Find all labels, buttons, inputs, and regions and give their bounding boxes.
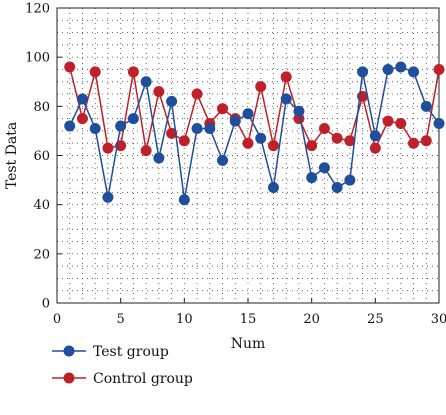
data-point-control-group xyxy=(267,140,279,152)
data-point-control-group xyxy=(76,113,88,125)
y-tick-label: 120 xyxy=(25,2,50,17)
data-point-control-group xyxy=(382,115,394,127)
y-tick-label: 100 xyxy=(25,51,50,66)
data-point-control-group xyxy=(166,127,178,139)
data-point-control-group xyxy=(191,88,203,100)
series-line-test-group xyxy=(69,66,440,200)
data-point-test-group xyxy=(64,120,76,132)
y-axis-label: Test Data xyxy=(4,122,20,189)
data-point-control-group xyxy=(420,135,432,147)
legend-label-test-group: Test group xyxy=(93,344,169,360)
data-point-test-group xyxy=(344,174,356,186)
data-point-test-group xyxy=(127,113,139,125)
data-point-control-group xyxy=(280,71,292,83)
y-tick-label: 80 xyxy=(33,100,50,115)
data-point-test-group xyxy=(166,95,178,107)
data-point-control-group xyxy=(242,137,254,149)
data-point-test-group xyxy=(433,118,445,130)
x-tick-label: 30 xyxy=(431,312,446,327)
data-point-test-group xyxy=(76,93,88,105)
data-point-control-group xyxy=(140,145,152,157)
x-axis-label: Num xyxy=(231,336,266,352)
data-point-test-group xyxy=(204,122,216,134)
data-point-control-group xyxy=(369,142,381,154)
legend-item-test-group: Test group xyxy=(52,344,169,360)
data-point-test-group xyxy=(178,194,190,206)
data-point-control-group xyxy=(153,86,165,98)
data-point-control-group xyxy=(102,142,114,154)
data-point-test-group xyxy=(191,122,203,134)
legend-swatch-marker xyxy=(63,345,75,357)
series-layer xyxy=(64,61,445,206)
legend: Test group Control group xyxy=(52,344,193,387)
x-tick-label: 15 xyxy=(240,312,257,327)
data-point-test-group xyxy=(293,105,305,117)
data-point-control-group xyxy=(89,66,101,78)
legend-swatch-marker xyxy=(63,372,75,384)
data-point-test-group xyxy=(102,191,114,203)
legend-label-control-group: Control group xyxy=(93,371,193,387)
legend-item-control-group: Control group xyxy=(52,371,193,387)
data-point-test-group xyxy=(306,172,318,184)
data-point-test-group xyxy=(115,120,127,132)
y-tick-label: 20 xyxy=(33,247,50,262)
series-control-group xyxy=(64,61,445,157)
data-point-test-group xyxy=(217,154,229,166)
data-point-control-group xyxy=(306,140,318,152)
data-point-control-group xyxy=(64,61,76,73)
data-point-test-group xyxy=(369,130,381,142)
x-tick-label: 20 xyxy=(303,312,320,327)
data-point-test-group xyxy=(267,181,279,193)
data-point-control-group xyxy=(255,81,267,93)
series-line-control-group xyxy=(69,66,440,151)
x-axis-ticks: 0 5 10 15 20 25 30 xyxy=(53,298,446,327)
data-point-control-group xyxy=(408,137,420,149)
y-tick-label: 60 xyxy=(33,149,50,164)
x-tick-label: 0 xyxy=(53,312,61,327)
data-point-control-group xyxy=(395,118,407,130)
data-point-test-group xyxy=(255,132,267,144)
data-point-test-group xyxy=(280,93,292,105)
data-point-control-group xyxy=(318,122,330,134)
data-point-control-group xyxy=(178,135,190,147)
data-point-test-group xyxy=(408,66,420,78)
x-tick-label: 5 xyxy=(117,312,125,327)
data-point-test-group xyxy=(420,100,432,112)
data-point-control-group xyxy=(217,103,229,115)
data-point-control-group xyxy=(331,132,343,144)
y-axis-ticks: 0 20 40 60 80 100 120 xyxy=(25,2,62,312)
data-point-test-group xyxy=(382,63,394,75)
data-point-control-group xyxy=(127,66,139,78)
data-point-test-group xyxy=(357,66,369,78)
x-tick-label: 25 xyxy=(367,312,384,327)
data-point-test-group xyxy=(242,108,254,120)
data-point-test-group xyxy=(229,115,241,127)
data-point-test-group xyxy=(318,162,330,174)
y-tick-label: 0 xyxy=(42,297,50,312)
data-point-control-group xyxy=(344,135,356,147)
grid-dots xyxy=(57,8,439,303)
data-point-test-group xyxy=(153,152,165,164)
series-test-group xyxy=(64,61,445,206)
data-point-test-group xyxy=(140,76,152,88)
data-point-test-group xyxy=(89,122,101,134)
data-point-test-group xyxy=(331,181,343,193)
data-point-test-group xyxy=(395,61,407,73)
data-point-control-group xyxy=(433,63,445,75)
y-tick-label: 40 xyxy=(33,198,50,213)
x-tick-label: 10 xyxy=(176,312,193,327)
